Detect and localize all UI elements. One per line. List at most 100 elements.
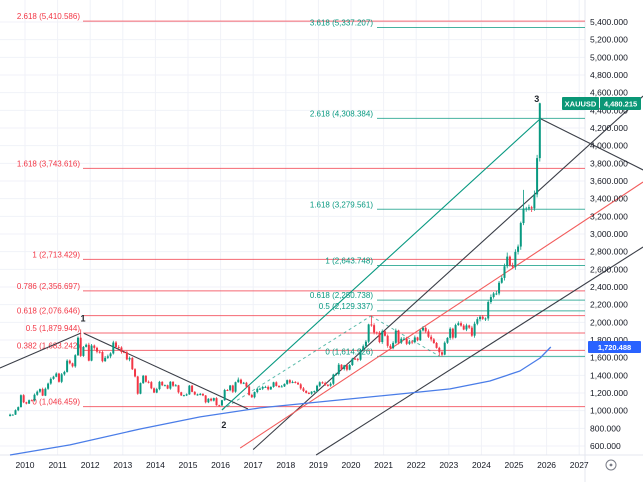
candle[interactable] (147, 380, 150, 384)
candle[interactable] (204, 395, 207, 404)
candle[interactable] (400, 337, 403, 345)
candle[interactable] (71, 362, 74, 368)
candle[interactable] (161, 381, 164, 387)
candle[interactable] (310, 391, 313, 395)
candle[interactable] (321, 381, 324, 384)
price-axis[interactable]: 5,400.000 5,200.000 5,000.000 4,800.000 4,60… (590, 17, 628, 451)
candle[interactable] (63, 370, 66, 376)
candle[interactable] (443, 341, 446, 356)
candle[interactable] (451, 327, 454, 340)
candle[interactable] (449, 327, 452, 340)
candle[interactable] (435, 342, 438, 349)
candle[interactable] (11, 414, 14, 416)
candle[interactable] (506, 252, 509, 269)
candle[interactable] (60, 373, 63, 384)
candle[interactable] (128, 356, 131, 362)
candle[interactable] (237, 377, 240, 383)
candle[interactable] (514, 249, 517, 270)
candle[interactable] (408, 340, 411, 345)
candle[interactable] (430, 334, 433, 342)
candle[interactable] (123, 351, 126, 354)
candle[interactable] (142, 374, 145, 384)
candle[interactable] (131, 357, 134, 371)
candle[interactable] (348, 364, 351, 371)
candle[interactable] (101, 350, 104, 363)
candle[interactable] (283, 383, 286, 388)
candle[interactable] (44, 387, 47, 397)
candle[interactable] (329, 382, 332, 387)
candle[interactable] (294, 381, 297, 384)
candle[interactable] (125, 350, 128, 361)
candle[interactable] (533, 190, 536, 211)
candle[interactable] (424, 326, 427, 333)
candle[interactable] (367, 323, 370, 344)
candle[interactable] (484, 317, 487, 322)
settings-icon[interactable] (605, 459, 617, 471)
candle[interactable] (307, 391, 310, 395)
candle[interactable] (19, 394, 22, 408)
candle[interactable] (432, 337, 435, 344)
candle[interactable] (441, 350, 444, 357)
candle[interactable] (191, 384, 194, 393)
candle[interactable] (76, 336, 79, 357)
channel-lower-line[interactable] (315, 246, 643, 456)
candle[interactable] (397, 329, 400, 345)
candle[interactable] (180, 391, 183, 396)
candle[interactable] (517, 244, 520, 255)
candle[interactable] (212, 397, 215, 402)
candle[interactable] (172, 381, 175, 387)
candle[interactable] (405, 336, 408, 346)
candle[interactable] (185, 393, 188, 397)
candle[interactable] (345, 363, 348, 372)
candle[interactable] (38, 388, 41, 393)
candle[interactable] (85, 343, 88, 348)
candle[interactable] (286, 379, 289, 385)
candle[interactable] (17, 406, 20, 412)
candle[interactable] (291, 380, 294, 384)
candle[interactable] (356, 358, 359, 362)
candle[interactable] (476, 317, 479, 326)
candle[interactable] (188, 384, 191, 395)
candle[interactable] (324, 381, 327, 386)
candle[interactable] (427, 329, 430, 338)
candle[interactable] (340, 364, 343, 371)
candle[interactable] (210, 397, 213, 402)
candle[interactable] (318, 381, 321, 388)
time-axis[interactable]: 2010 2011 2012 2013 2014 2015 2016 2017 2018 2019… (16, 460, 589, 470)
candle[interactable] (364, 339, 367, 348)
candle[interactable] (530, 205, 533, 213)
candle[interactable] (253, 391, 256, 399)
candle[interactable] (87, 342, 90, 362)
candle[interactable] (14, 409, 17, 416)
candle[interactable] (454, 323, 457, 339)
candle[interactable] (508, 255, 511, 267)
candle[interactable] (389, 344, 392, 350)
candle[interactable] (527, 204, 530, 211)
candle[interactable] (288, 379, 291, 384)
candle[interactable] (163, 384, 166, 387)
candle[interactable] (411, 340, 414, 345)
candle[interactable] (495, 290, 498, 296)
candle[interactable] (153, 387, 156, 394)
candle[interactable] (278, 385, 281, 388)
candle[interactable] (468, 324, 471, 329)
candle[interactable] (457, 321, 460, 326)
candle[interactable] (370, 315, 373, 327)
candle[interactable] (538, 102, 541, 162)
candle[interactable] (316, 384, 319, 393)
candle[interactable] (460, 321, 463, 327)
candle[interactable] (177, 384, 180, 394)
candle[interactable] (49, 377, 52, 385)
candle[interactable] (337, 363, 340, 376)
candle[interactable] (196, 393, 199, 396)
candle[interactable] (473, 321, 476, 338)
candle[interactable] (489, 294, 492, 304)
candle[interactable] (359, 348, 362, 361)
candle[interactable] (354, 356, 357, 361)
candle[interactable] (104, 356, 107, 362)
wave-0-1-line[interactable] (0, 332, 82, 369)
candle[interactable] (383, 330, 386, 337)
candle[interactable] (462, 324, 465, 331)
candle[interactable] (74, 354, 77, 368)
